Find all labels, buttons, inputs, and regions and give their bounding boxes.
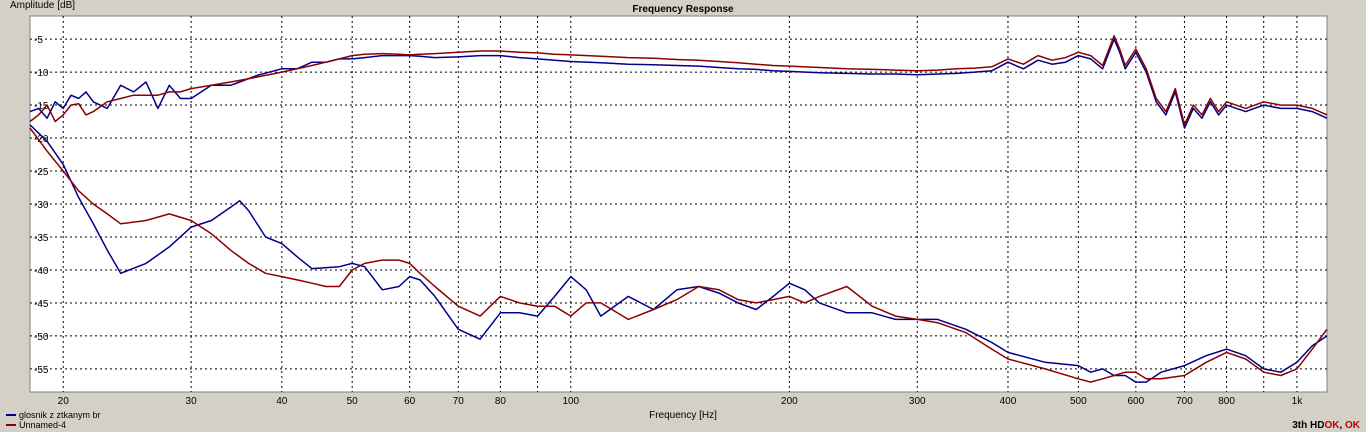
chart-title: Frequency Response [632,4,734,15]
status-prefix: 3th HD [1292,420,1325,431]
x-axis-label: Frequency [Hz] [649,410,717,421]
status-ok-2: OK [1345,420,1360,431]
x-tick-label: 40 [276,396,288,407]
x-tick-label: 20 [58,396,70,407]
legend-label: glosnik z ztkanym br [19,410,101,420]
y-tick-label: -10 [34,68,49,79]
y-tick-label: -20 [34,134,49,145]
y-tick-label: -50 [34,332,49,343]
response-line-red [29,35,1328,126]
x-tick-label: 400 [1000,396,1017,407]
x-tick-label: 200 [781,396,798,407]
x-tick-label: 50 [347,396,359,407]
x-tick-label: 60 [404,396,416,407]
hd3-line-blue [29,124,1328,383]
status-indicator: 3th HDOK, OK [1292,420,1360,431]
x-tick-label: 300 [909,396,926,407]
x-tick-label: 80 [495,396,507,407]
response-line-blue [29,38,1328,129]
legend-swatch-blue [6,414,16,416]
y-tick-label: -25 [34,167,49,178]
x-tick-label: 100 [562,396,579,407]
y-tick-label: -35 [34,233,49,244]
y-tick-label: -30 [34,200,49,211]
legend-swatch-red [6,424,16,426]
legend-item: Unnamed-4 [6,420,101,430]
x-tick-label: 800 [1218,396,1235,407]
x-tick-label: 70 [453,396,465,407]
x-tick-label: 600 [1128,396,1145,407]
plot-area [29,15,1328,393]
legend-label: Unnamed-4 [19,420,67,430]
y-tick-label: -45 [34,299,49,310]
y-tick-labels: -5 -10 -15 -20 -25 -30 -35 -40 -45 -50 -55 [34,35,49,376]
y-axis-label: Amplitude [dB] [10,0,76,11]
x-tick-label: 1k [1292,396,1304,407]
x-tick-label: 30 [186,396,198,407]
series-lines [29,35,1328,383]
status-ok: OK [1324,420,1340,431]
legend-item: glosnik z ztkanym br [6,410,101,420]
y-tick-label: -5 [34,35,43,46]
y-tick-label: -15 [34,101,49,112]
y-tick-label: -55 [34,365,49,376]
y-tick-label: -40 [34,266,49,277]
legend: glosnik z ztkanym br Unnamed-4 [6,410,101,430]
hd3-line-red [29,127,1328,383]
x-tick-labels: 20 30 40 50 60 70 80 100 200 300 400 500 600 700 800 1k [58,396,1304,407]
x-tick-label: 500 [1070,396,1087,407]
x-tick-label: 700 [1176,396,1193,407]
gridlines [30,16,1327,392]
